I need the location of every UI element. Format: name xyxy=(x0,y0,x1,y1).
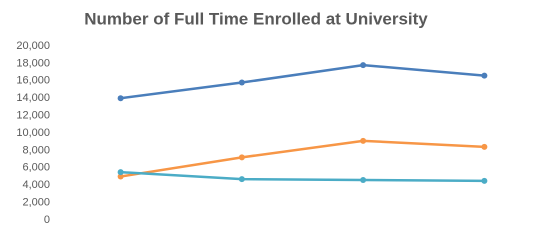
data-point xyxy=(117,95,124,102)
y-tick-label: 4,000 xyxy=(22,179,50,191)
y-tick-label: 10,000 xyxy=(16,127,50,139)
series-line xyxy=(120,63,485,100)
data-point xyxy=(117,169,124,176)
data-point xyxy=(117,173,124,180)
y-tick-label: 18,000 xyxy=(16,57,50,69)
y-tick-label: 16,000 xyxy=(16,75,50,87)
y-tick-label: 14,000 xyxy=(16,92,50,104)
y-tick-label: 8,000 xyxy=(22,144,50,156)
series-line xyxy=(120,139,485,178)
data-point xyxy=(238,176,245,183)
data-point xyxy=(238,154,245,161)
chart-title: Number of Full Time Enrolled at Universi… xyxy=(84,9,428,28)
data-point xyxy=(360,176,367,183)
data-point xyxy=(238,79,245,86)
data-point xyxy=(360,62,367,69)
y-tick-label: 2,000 xyxy=(22,197,50,209)
y-tick-label: 20,000 xyxy=(16,40,50,52)
data-point xyxy=(481,72,488,79)
data-point xyxy=(360,137,367,144)
y-tick-label: 0 xyxy=(44,214,50,226)
y-tick-label: 12,000 xyxy=(16,110,50,122)
data-point xyxy=(481,143,488,150)
data-point xyxy=(481,177,488,184)
series-line xyxy=(120,170,485,183)
y-tick-label: 6,000 xyxy=(22,162,50,174)
